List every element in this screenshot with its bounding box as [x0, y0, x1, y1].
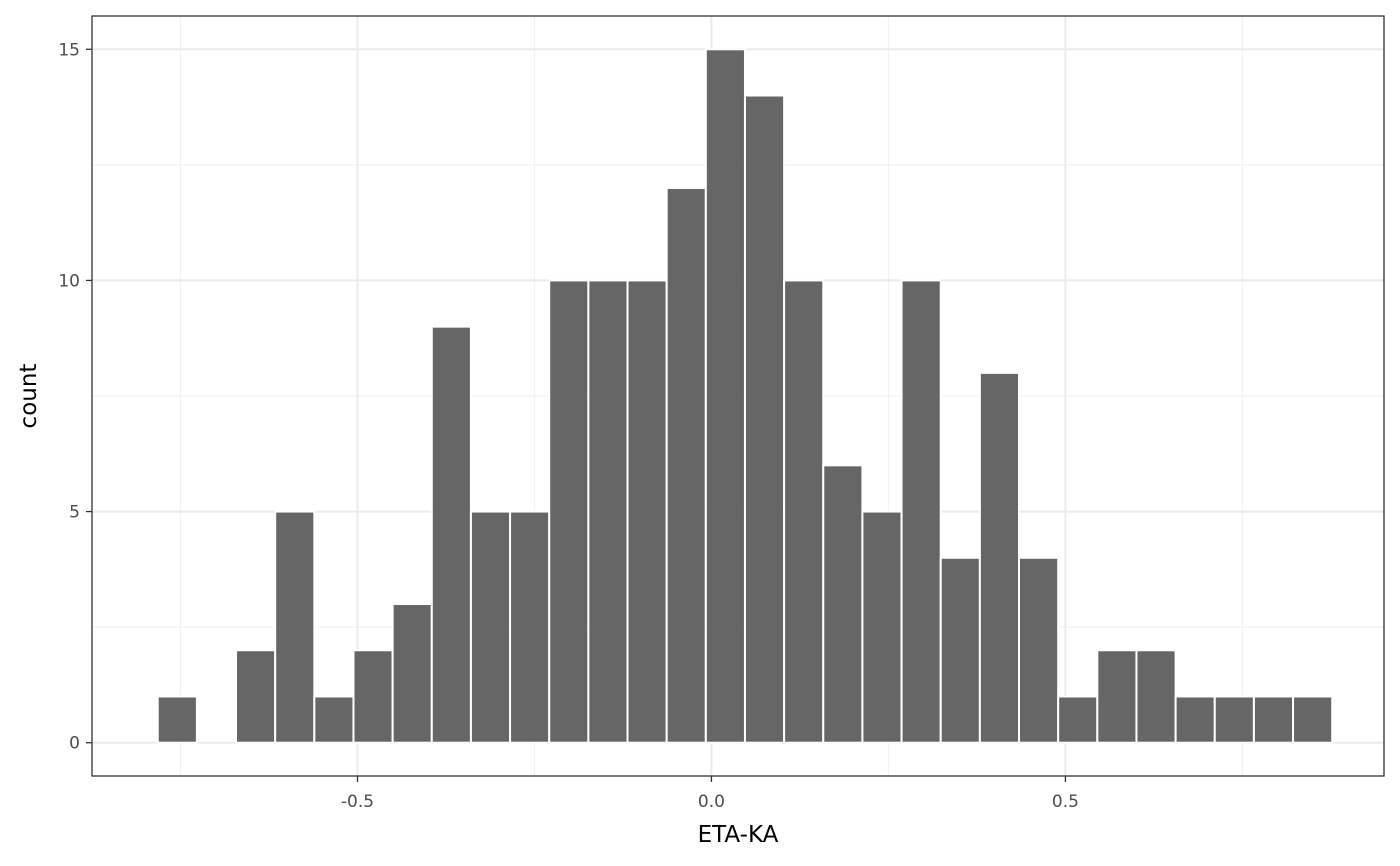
y-tick-label: 10 — [58, 271, 80, 291]
histogram-bar-12 — [587, 279, 629, 744]
histogram-bar-18 — [822, 464, 864, 744]
histogram-bar-13 — [626, 279, 668, 744]
histogram-bar-1 — [156, 695, 198, 744]
histogram-bar-17 — [783, 279, 825, 744]
y-axis-title: count — [16, 364, 42, 429]
x-tick-label: -0.5 — [341, 792, 374, 812]
histogram-bar-11 — [548, 279, 590, 744]
histogram-bar-4 — [274, 510, 316, 744]
histogram-bars — [156, 48, 1334, 744]
x-tick-label: 0.0 — [698, 792, 725, 812]
x-tick-label: 0.5 — [1052, 792, 1079, 812]
histogram-bar-20 — [900, 279, 942, 744]
y-tick-label: 5 — [69, 503, 80, 523]
y-tick-label: 0 — [69, 734, 80, 754]
histogram-bar-27 — [1174, 695, 1216, 744]
x-axis-title: ETA-KA — [698, 822, 779, 848]
histogram-bar-30 — [1292, 695, 1334, 744]
histogram-bar-10 — [509, 510, 551, 744]
histogram-bar-21 — [939, 556, 981, 744]
histogram-bar-24 — [1057, 695, 1099, 744]
histogram-bar-19 — [861, 510, 903, 744]
histogram-bar-7 — [391, 603, 433, 744]
panel-border — [91, 15, 1385, 777]
histogram-bar-28 — [1213, 695, 1255, 744]
histogram-bar-26 — [1135, 649, 1177, 744]
x-axis-ticks: -0.5 0.0 0.5 — [341, 776, 1079, 812]
y-tick-label: 15 — [58, 40, 80, 60]
histogram-bar-29 — [1252, 695, 1295, 744]
histogram-bar-9 — [469, 510, 512, 744]
histogram-bar-14 — [665, 186, 707, 744]
histogram-bar-25 — [1096, 649, 1138, 744]
y-axis-ticks: 0 5 10 15 — [58, 40, 92, 754]
histogram-bar-5 — [313, 695, 355, 744]
histogram-bar-23 — [1018, 556, 1060, 744]
histogram-bar-16 — [743, 94, 786, 744]
histogram-bar-22 — [978, 371, 1021, 744]
histogram-bar-15 — [704, 48, 746, 744]
histogram-bar-8 — [430, 325, 472, 744]
histogram-bar-6 — [352, 649, 394, 744]
histogram-bar-3 — [235, 649, 277, 744]
